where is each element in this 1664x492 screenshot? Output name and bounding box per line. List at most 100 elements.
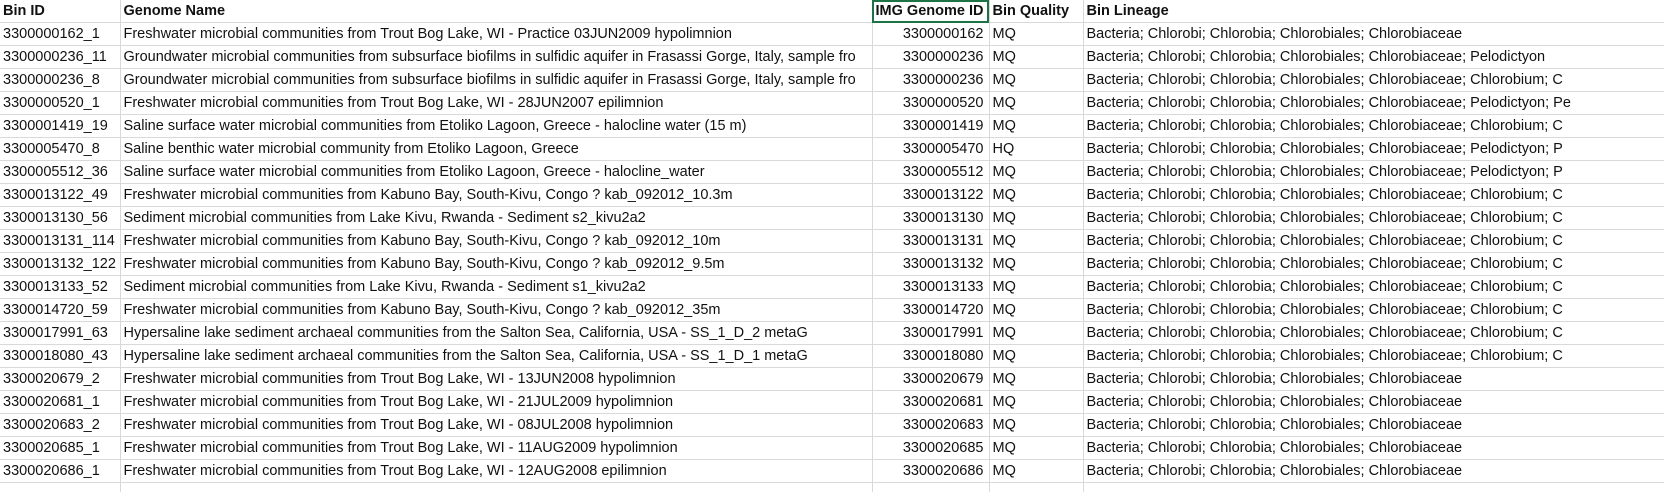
cell-bin-id[interactable]: 3300020681_1 (0, 390, 121, 414)
cell-img-genome-id[interactable]: 3300000520 (872, 91, 990, 115)
cell-empty[interactable] (989, 482, 1084, 492)
cell-bin-id[interactable]: 3300013132_122 (0, 252, 121, 276)
header-bin-quality[interactable]: Bin Quality (989, 0, 1084, 23)
cell-img-genome-id[interactable]: 3300020681 (872, 390, 990, 414)
cell-img-genome-id[interactable]: 3300013130 (872, 206, 990, 230)
cell-img-genome-id[interactable]: 3300020679 (872, 367, 990, 391)
cell-bin-quality[interactable]: MQ (989, 298, 1084, 322)
cell-bin-id[interactable]: 3300020685_1 (0, 436, 121, 460)
cell-bin-lineage[interactable]: Bacteria; Chlorobi; Chlorobia; Chlorobia… (1083, 114, 1664, 138)
cell-bin-id[interactable]: 3300000162_1 (0, 22, 121, 46)
cell-bin-quality[interactable]: MQ (989, 390, 1084, 414)
cell-bin-lineage[interactable]: Bacteria; Chlorobi; Chlorobia; Chlorobia… (1083, 68, 1664, 92)
cell-img-genome-id[interactable]: 3300005470 (872, 137, 990, 161)
cell-bin-id[interactable]: 3300005470_8 (0, 137, 121, 161)
cell-img-genome-id[interactable]: 3300017991 (872, 321, 990, 345)
cell-bin-id[interactable]: 3300005512_36 (0, 160, 121, 184)
cell-bin-lineage[interactable]: Bacteria; Chlorobi; Chlorobia; Chlorobia… (1083, 137, 1664, 161)
cell-bin-lineage[interactable]: Bacteria; Chlorobi; Chlorobia; Chlorobia… (1083, 275, 1664, 299)
cell-img-genome-id[interactable]: 3300013131 (872, 229, 990, 253)
cell-bin-lineage[interactable]: Bacteria; Chlorobi; Chlorobia; Chlorobia… (1083, 367, 1664, 391)
cell-bin-id[interactable]: 3300017991_63 (0, 321, 121, 345)
cell-genome-name[interactable]: Saline benthic water microbial community… (120, 137, 873, 161)
cell-genome-name[interactable]: Freshwater microbial communities from Tr… (120, 390, 873, 414)
cell-bin-lineage[interactable]: Bacteria; Chlorobi; Chlorobia; Chlorobia… (1083, 459, 1664, 483)
cell-genome-name[interactable]: Freshwater microbial communities from Tr… (120, 367, 873, 391)
cell-bin-quality[interactable]: MQ (989, 229, 1084, 253)
cell-bin-quality[interactable]: MQ (989, 91, 1084, 115)
cell-bin-id[interactable]: 3300001419_19 (0, 114, 121, 138)
cell-empty[interactable] (1083, 482, 1664, 492)
cell-bin-quality[interactable]: MQ (989, 114, 1084, 138)
cell-bin-id[interactable]: 3300013131_114 (0, 229, 121, 253)
cell-bin-id[interactable]: 3300013133_52 (0, 275, 121, 299)
cell-img-genome-id[interactable]: 3300018080 (872, 344, 990, 368)
cell-bin-quality[interactable]: MQ (989, 68, 1084, 92)
cell-bin-id[interactable]: 3300000520_1 (0, 91, 121, 115)
cell-bin-quality[interactable]: MQ (989, 45, 1084, 69)
header-bin-lineage[interactable]: Bin Lineage (1083, 0, 1664, 23)
cell-genome-name[interactable]: Groundwater microbial communities from s… (120, 45, 873, 69)
cell-bin-quality[interactable]: MQ (989, 321, 1084, 345)
cell-genome-name[interactable]: Freshwater microbial communities from Ka… (120, 229, 873, 253)
cell-bin-quality[interactable]: MQ (989, 367, 1084, 391)
cell-bin-lineage[interactable]: Bacteria; Chlorobi; Chlorobia; Chlorobia… (1083, 298, 1664, 322)
cell-genome-name[interactable]: Freshwater microbial communities from Tr… (120, 459, 873, 483)
cell-bin-quality[interactable]: MQ (989, 413, 1084, 437)
cell-genome-name[interactable]: Freshwater microbial communities from Ka… (120, 252, 873, 276)
cell-bin-quality[interactable]: MQ (989, 275, 1084, 299)
cell-bin-quality[interactable]: MQ (989, 183, 1084, 207)
cell-img-genome-id[interactable]: 3300020685 (872, 436, 990, 460)
cell-img-genome-id[interactable]: 3300013122 (872, 183, 990, 207)
cell-bin-quality[interactable]: MQ (989, 436, 1084, 460)
cell-bin-lineage[interactable]: Bacteria; Chlorobi; Chlorobia; Chlorobia… (1083, 45, 1664, 69)
cell-genome-name[interactable]: Sediment microbial communities from Lake… (120, 206, 873, 230)
cell-genome-name[interactable]: Saline surface water microbial communiti… (120, 160, 873, 184)
cell-bin-lineage[interactable]: Bacteria; Chlorobi; Chlorobia; Chlorobia… (1083, 183, 1664, 207)
cell-bin-lineage[interactable]: Bacteria; Chlorobi; Chlorobia; Chlorobia… (1083, 344, 1664, 368)
cell-genome-name[interactable]: Freshwater microbial communities from Tr… (120, 91, 873, 115)
cell-bin-lineage[interactable]: Bacteria; Chlorobi; Chlorobia; Chlorobia… (1083, 206, 1664, 230)
cell-bin-id[interactable]: 3300000236_11 (0, 45, 121, 69)
cell-bin-quality[interactable]: MQ (989, 252, 1084, 276)
cell-bin-id[interactable]: 3300020686_1 (0, 459, 121, 483)
cell-bin-quality[interactable]: MQ (989, 22, 1084, 46)
cell-img-genome-id[interactable]: 3300013133 (872, 275, 990, 299)
cell-bin-lineage[interactable]: Bacteria; Chlorobi; Chlorobia; Chlorobia… (1083, 321, 1664, 345)
cell-genome-name[interactable]: Freshwater microbial communities from Tr… (120, 22, 873, 46)
cell-bin-lineage[interactable]: Bacteria; Chlorobi; Chlorobia; Chlorobia… (1083, 413, 1664, 437)
cell-img-genome-id[interactable]: 3300020686 (872, 459, 990, 483)
cell-empty[interactable] (120, 482, 873, 492)
header-genome-name[interactable]: Genome Name (120, 0, 873, 23)
cell-genome-name[interactable]: Sediment microbial communities from Lake… (120, 275, 873, 299)
cell-bin-lineage[interactable]: Bacteria; Chlorobi; Chlorobia; Chlorobia… (1083, 160, 1664, 184)
cell-genome-name[interactable]: Freshwater microbial communities from Tr… (120, 413, 873, 437)
cell-bin-id[interactable]: 3300018080_43 (0, 344, 121, 368)
cell-bin-lineage[interactable]: Bacteria; Chlorobi; Chlorobia; Chlorobia… (1083, 91, 1664, 115)
cell-empty[interactable] (872, 482, 990, 492)
header-img-genome-id[interactable]: IMG Genome ID (872, 0, 990, 23)
cell-genome-name[interactable]: Freshwater microbial communities from Ka… (120, 298, 873, 322)
cell-bin-quality[interactable]: MQ (989, 344, 1084, 368)
cell-bin-id[interactable]: 3300013122_49 (0, 183, 121, 207)
cell-genome-name[interactable]: Hypersaline lake sediment archaeal commu… (120, 321, 873, 345)
cell-img-genome-id[interactable]: 3300014720 (872, 298, 990, 322)
cell-bin-id[interactable]: 3300014720_59 (0, 298, 121, 322)
cell-bin-quality[interactable]: MQ (989, 459, 1084, 483)
cell-img-genome-id[interactable]: 3300020683 (872, 413, 990, 437)
cell-bin-lineage[interactable]: Bacteria; Chlorobi; Chlorobia; Chlorobia… (1083, 229, 1664, 253)
cell-bin-lineage[interactable]: Bacteria; Chlorobi; Chlorobia; Chlorobia… (1083, 436, 1664, 460)
cell-bin-id[interactable]: 3300020683_2 (0, 413, 121, 437)
cell-img-genome-id[interactable]: 3300000162 (872, 22, 990, 46)
cell-bin-id[interactable]: 3300000236_8 (0, 68, 121, 92)
cell-genome-name[interactable]: Hypersaline lake sediment archaeal commu… (120, 344, 873, 368)
cell-img-genome-id[interactable]: 3300000236 (872, 45, 990, 69)
cell-bin-quality[interactable]: MQ (989, 206, 1084, 230)
cell-bin-id[interactable]: 3300020679_2 (0, 367, 121, 391)
cell-bin-lineage[interactable]: Bacteria; Chlorobi; Chlorobia; Chlorobia… (1083, 390, 1664, 414)
cell-bin-lineage[interactable]: Bacteria; Chlorobi; Chlorobia; Chlorobia… (1083, 22, 1664, 46)
cell-empty[interactable] (0, 482, 121, 492)
cell-img-genome-id[interactable]: 3300013132 (872, 252, 990, 276)
cell-bin-quality[interactable]: MQ (989, 160, 1084, 184)
cell-bin-lineage[interactable]: Bacteria; Chlorobi; Chlorobia; Chlorobia… (1083, 252, 1664, 276)
